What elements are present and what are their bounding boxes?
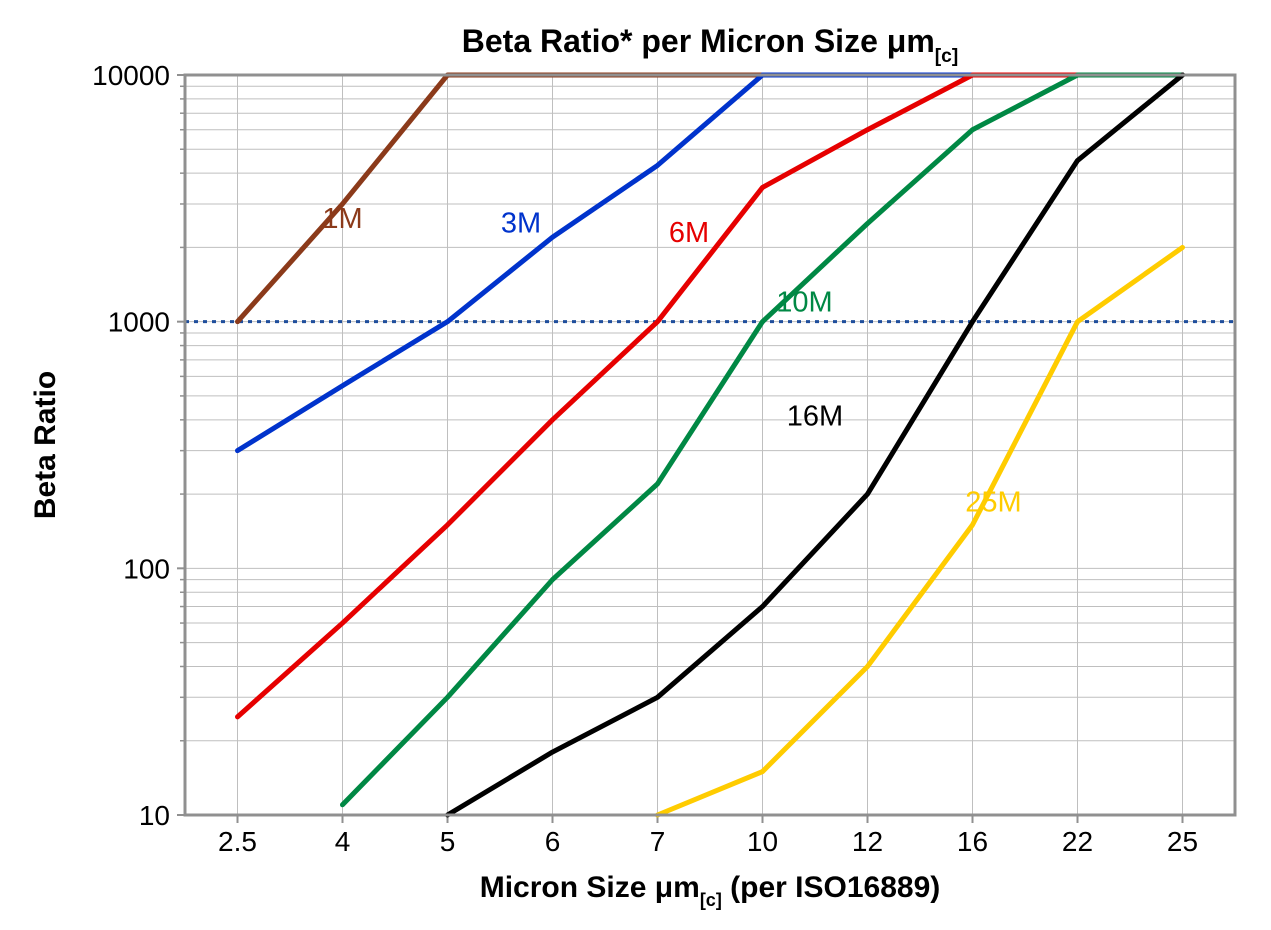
svg-text:16M: 16M	[787, 400, 843, 432]
chart-container: 10 100 1000 10000 2.5 4 5 6 7 10 12 16 22 25 1M 3M 6M 10M…	[20, 20, 1251, 910]
svg-text:10: 10	[139, 800, 170, 831]
svg-text:25M: 25M	[965, 486, 1021, 518]
svg-text:100: 100	[123, 553, 170, 584]
chart-svg: 10 100 1000 10000 2.5 4 5 6 7 10 12 16 22 25 1M 3M 6M 10M…	[20, 20, 1251, 910]
svg-text:5: 5	[440, 826, 456, 857]
svg-text:Beta Ratio: Beta Ratio	[29, 371, 62, 519]
svg-text:6: 6	[545, 826, 561, 857]
svg-text:12: 12	[852, 826, 883, 857]
svg-text:10: 10	[747, 826, 778, 857]
svg-text:2.5: 2.5	[218, 826, 257, 857]
svg-text:3M: 3M	[501, 207, 541, 239]
svg-text:10M: 10M	[776, 286, 832, 318]
svg-text:1M: 1M	[322, 203, 362, 235]
svg-text:7: 7	[650, 826, 666, 857]
svg-text:1000: 1000	[108, 307, 170, 338]
svg-text:22: 22	[1062, 826, 1093, 857]
svg-text:16: 16	[957, 826, 988, 857]
svg-text:10000: 10000	[92, 60, 170, 91]
svg-text:6M: 6M	[669, 217, 709, 249]
svg-text:4: 4	[335, 826, 351, 857]
svg-text:25: 25	[1167, 826, 1198, 857]
